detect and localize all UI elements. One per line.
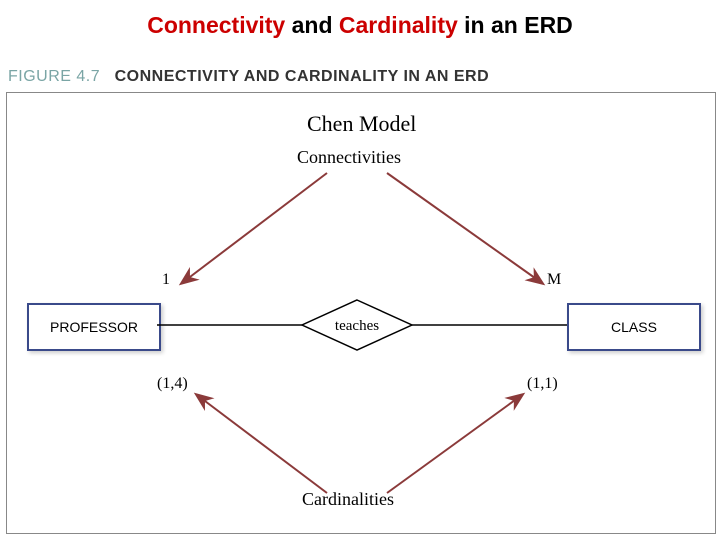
title-part1: Connectivity: [147, 12, 285, 38]
title-part4: in an ERD: [458, 12, 573, 38]
relationship-diamond: teaches: [302, 300, 412, 350]
diagram-svg: teaches: [7, 93, 715, 533]
arrow-connectivity-right: [387, 173, 542, 283]
relationship-label: teaches: [335, 318, 379, 334]
figure-title: CONNECTIVITY AND CARDINALITY IN AN ERD: [115, 68, 490, 85]
slide-title: Connectivity and Cardinality in an ERD: [0, 12, 720, 39]
figure-number: FIGURE 4.7: [8, 68, 100, 85]
figure-frame: Chen Model Connectivities Cardinalities …: [6, 92, 716, 534]
title-part2: and: [285, 12, 339, 38]
arrow-cardinality-left: [197, 395, 327, 493]
arrow-connectivity-left: [182, 173, 327, 283]
arrow-cardinality-right: [387, 395, 522, 493]
title-part3: Cardinality: [339, 12, 458, 38]
figure-caption: FIGURE 4.7 CONNECTIVITY AND CARDINALITY …: [8, 68, 489, 86]
